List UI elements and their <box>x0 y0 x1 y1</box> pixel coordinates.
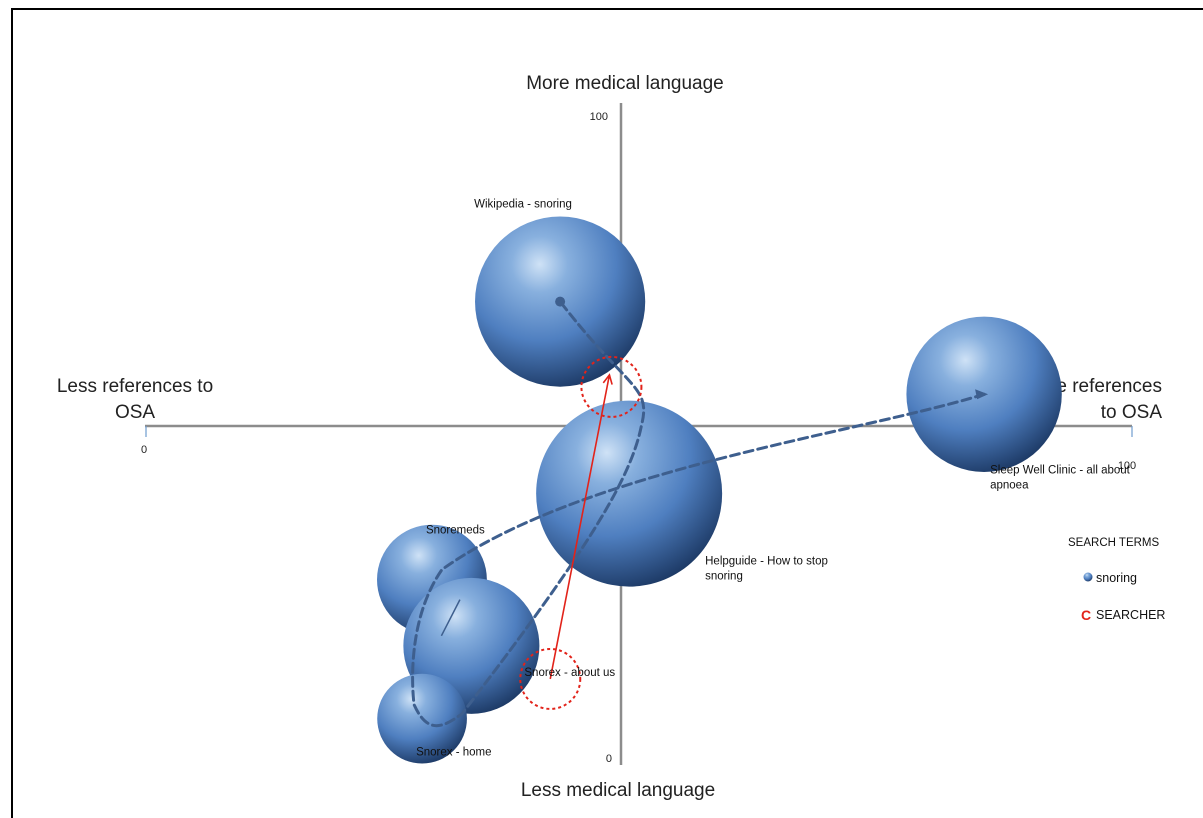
legend: SEARCH TERMS snoring C SEARCHER <box>1068 537 1165 623</box>
search-path-group <box>411 296 989 728</box>
y-axis-label-top: More medical language <box>526 73 724 94</box>
bubble-label-snorex-about-us: Snorex - about us <box>524 667 615 679</box>
y-tick-max: 100 <box>590 111 608 123</box>
search-path-arrowhead <box>975 389 989 400</box>
legend-marker-searcher: C <box>1081 607 1091 623</box>
bubbles-group <box>377 216 1062 764</box>
searcher-start-circle <box>519 647 582 710</box>
x-axis-label-left-1: Less references to <box>57 376 213 397</box>
legend-marker-snoring <box>1083 572 1093 582</box>
x-axis-label-left-2: OSA <box>115 402 155 423</box>
bubble-label-snoremeds: Snoremeds <box>426 525 485 537</box>
y-tick-min: 0 <box>606 753 612 765</box>
search-path <box>411 300 986 728</box>
bubble-label-helpguide-how-to-stop: Helpguide - How to stop <box>705 556 828 568</box>
bubble-label-sleep-well-clinic-all-about-2: apnoea <box>990 479 1029 491</box>
searcher-arrow-line <box>549 374 611 680</box>
bubble-label-helpguide-how-to-stop-2: snoring <box>705 571 743 583</box>
y-axis-label-bottom: Less medical language <box>521 780 715 801</box>
x-tick-min: 0 <box>141 444 147 456</box>
chart-frame <box>11 8 1203 818</box>
legend-label-snoring: snoring <box>1096 571 1137 585</box>
x-axis-label-right-2: to OSA <box>1101 402 1163 423</box>
search-path-connector <box>440 599 461 637</box>
bubble-labels-group: Wikipedia - snoring Sleep Well Clinic - a… <box>416 199 1131 759</box>
searcher-arrowhead <box>602 373 613 385</box>
searcher-group <box>519 355 643 710</box>
searcher-end-circle <box>580 355 643 418</box>
legend-label-searcher: SEARCHER <box>1096 608 1165 622</box>
bubble-helpguide-how-to-stop <box>536 400 723 587</box>
bubble-label-sleep-well-clinic-all-about: Sleep Well Clinic - all about <box>990 464 1131 476</box>
search-path-end-dot <box>555 296 566 307</box>
legend-title: SEARCH TERMS <box>1068 537 1159 549</box>
bubble-label-wikipedia-snoring: Wikipedia - snoring <box>474 199 572 211</box>
x-tick-max: 100 <box>1118 460 1136 472</box>
bubble-label-snorex-home: Snorex - home <box>416 747 491 759</box>
